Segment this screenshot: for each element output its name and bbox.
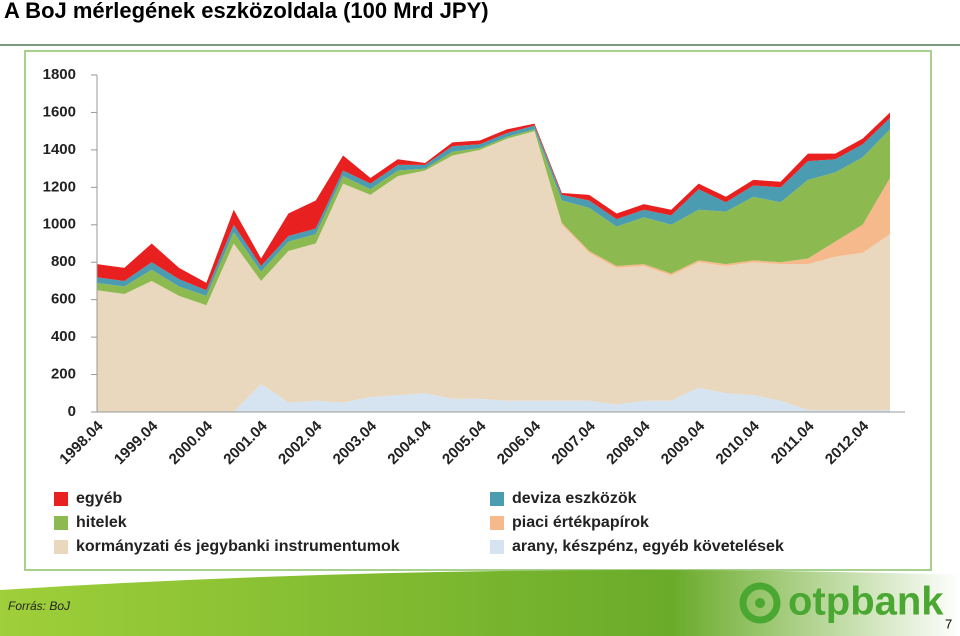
area	[97, 118, 890, 296]
y-tick-label: 1200	[43, 178, 76, 195]
legend-label: arany, készpénz, egyéb követelések	[512, 538, 784, 555]
legend-label: egyéb	[76, 490, 122, 507]
legend-swatch	[490, 540, 504, 554]
area	[97, 129, 890, 306]
legend-swatch	[490, 492, 504, 506]
area	[97, 383, 890, 412]
legend-label: deviza eszközök	[512, 490, 637, 507]
legend-label: piaci értékpapírok	[512, 514, 649, 531]
area	[97, 112, 890, 291]
y-tick-label: 200	[51, 366, 76, 383]
legend-label: hitelek	[76, 514, 127, 531]
footer-band	[0, 570, 960, 636]
page-number: 7	[945, 616, 952, 631]
y-tick-label: 400	[51, 328, 76, 345]
legend-swatch	[490, 516, 504, 530]
y-tick-label: 1800	[43, 66, 76, 83]
slide-title: A BoJ mérlegének eszközoldala (100 Mrd J…	[4, 0, 489, 23]
logo-mark	[739, 582, 781, 624]
area	[97, 131, 890, 412]
logo: otpbank	[788, 580, 944, 624]
legend-swatch	[54, 516, 68, 530]
y-tick-label: 0	[68, 403, 76, 420]
y-tick-label: 600	[51, 291, 76, 308]
source: Forrás: BoJ	[8, 599, 71, 613]
y-tick-label: 800	[51, 253, 76, 270]
y-tick-label: 1400	[43, 141, 76, 158]
legend-label: kormányzati és jegybanki instrumentumok	[76, 538, 400, 555]
legend-swatch	[54, 540, 68, 554]
y-tick-label: 1600	[43, 103, 76, 120]
y-tick-label: 1000	[43, 216, 76, 233]
legend-swatch	[54, 492, 68, 506]
logo-dot	[755, 598, 765, 608]
